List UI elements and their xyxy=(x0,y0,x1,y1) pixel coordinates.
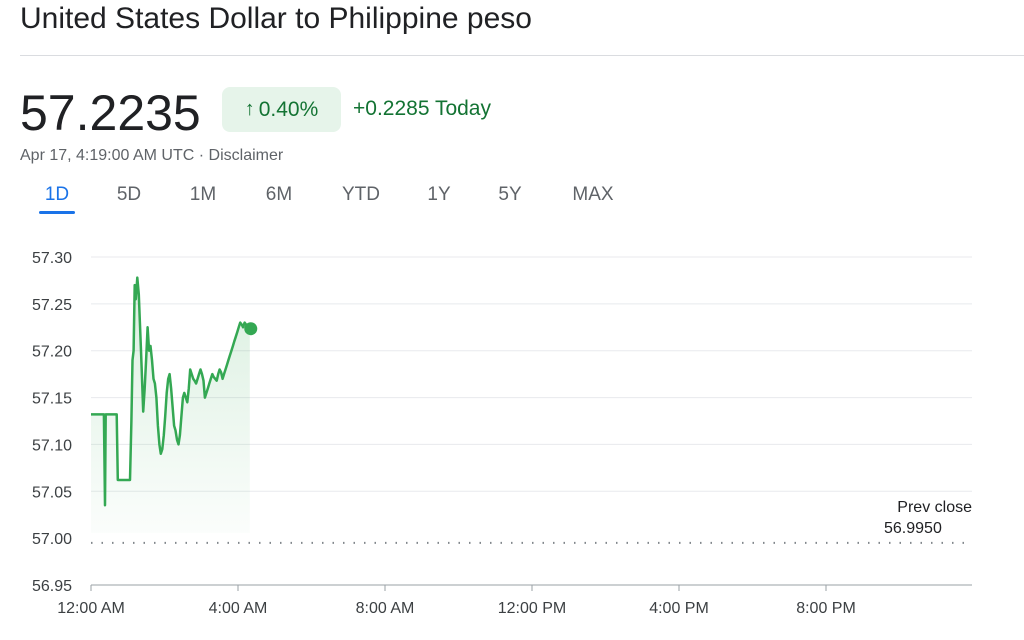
x-tick-label: 8:00 AM xyxy=(356,600,415,617)
price-chart: 57.30 57.25 57.20 57.15 57.10 57.05 57.00 56.95… xyxy=(32,250,972,617)
y-tick-label: 57.20 xyxy=(32,344,72,361)
timestamp-disclaimer: Apr 17, 4:19:00 AM UTC · Disclaimer xyxy=(20,147,284,164)
page-title: United States Dollar to Philippine peso xyxy=(20,2,532,35)
x-tick-label: 12:00 AM xyxy=(57,600,125,617)
series-area xyxy=(91,277,250,533)
tab-1d[interactable]: 1D xyxy=(44,184,70,205)
tab-1y[interactable]: 1Y xyxy=(427,184,451,205)
y-tick-label: 57.30 xyxy=(32,250,72,267)
y-tick-label: 57.15 xyxy=(32,391,72,408)
tab-6m[interactable]: 6M xyxy=(265,184,293,205)
x-tick-label: 12:00 PM xyxy=(498,600,566,617)
tab-ytd[interactable]: YTD xyxy=(342,184,380,205)
change-percent-value: 0.40% xyxy=(258,97,319,121)
x-tick-label: 4:00 PM xyxy=(649,600,709,617)
tab-5y[interactable]: 5Y xyxy=(498,184,522,205)
tab-1m[interactable]: 1M xyxy=(189,184,217,205)
y-tick-label: 56.95 xyxy=(32,578,72,595)
tab-5d[interactable]: 5D xyxy=(116,184,142,205)
y-tick-label: 57.05 xyxy=(32,484,72,501)
x-tick-label: 8:00 PM xyxy=(796,600,856,617)
y-tick-label: 57.10 xyxy=(32,437,72,454)
change-today: +0.2285 Today xyxy=(353,97,491,120)
tab-max[interactable]: MAX xyxy=(572,184,614,205)
change-percent-badge: ↑ 0.40% xyxy=(222,87,341,132)
current-price: 57.2235 xyxy=(20,85,201,141)
prev-close-label: Prev close xyxy=(897,499,972,516)
arrow-up-icon: ↑ xyxy=(244,98,255,120)
y-tick-label: 57.00 xyxy=(32,531,72,548)
series-line xyxy=(91,276,251,507)
prev-close-value: 56.9950 xyxy=(884,520,942,537)
current-value-dot[interactable] xyxy=(244,322,258,336)
title-divider xyxy=(20,55,1024,56)
x-tick-label: 4:00 AM xyxy=(209,600,268,617)
y-tick-label: 57.25 xyxy=(32,297,72,314)
active-tab-indicator xyxy=(39,211,75,214)
